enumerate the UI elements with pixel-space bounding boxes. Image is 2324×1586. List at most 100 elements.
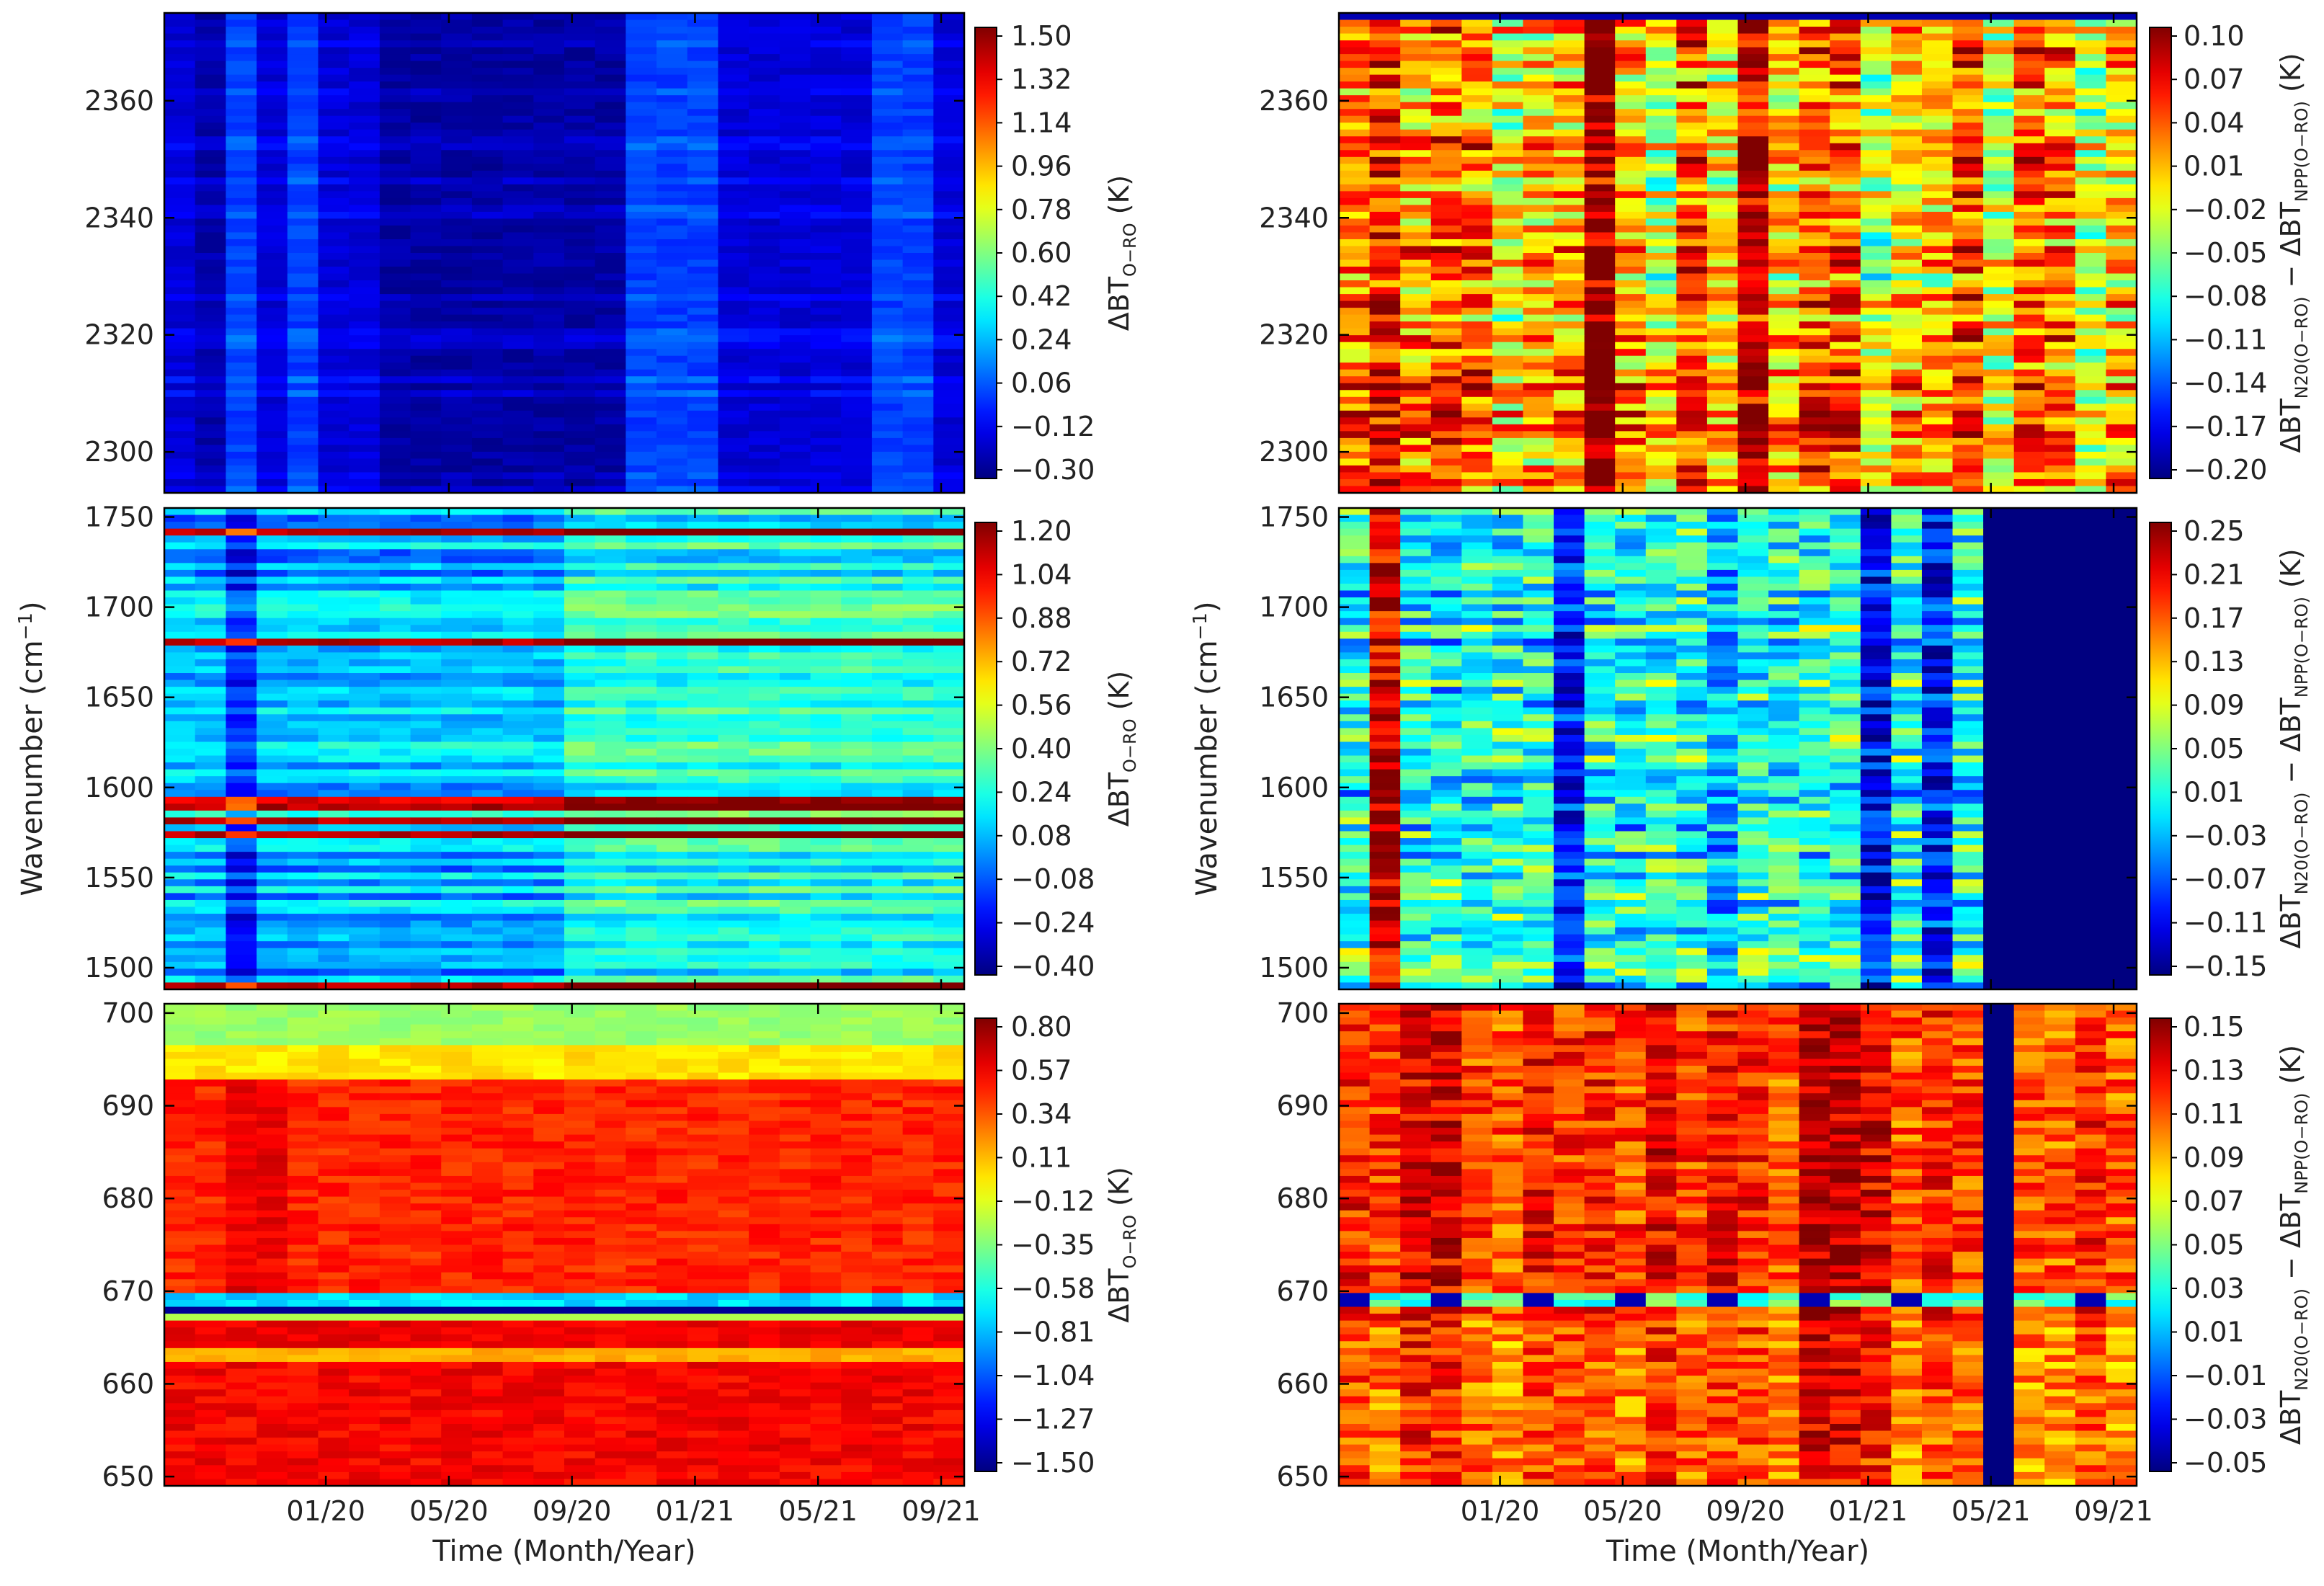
heatmap-cell (379, 1162, 411, 1170)
heatmap-cell (625, 1066, 657, 1074)
heatmap-cell (164, 824, 196, 832)
heatmap-cell (810, 383, 842, 391)
heatmap-cell (164, 362, 196, 370)
heatmap-cell (595, 404, 626, 411)
heatmap-cell (318, 1224, 350, 1231)
heatmap-cell (625, 445, 657, 453)
heatmap-cell (749, 19, 780, 27)
heatmap-cell (625, 362, 657, 370)
heatmap-cell (502, 472, 534, 480)
heatmap-cell (533, 1045, 565, 1053)
heatmap-cell (749, 1244, 780, 1252)
heatmap-cell (718, 273, 749, 281)
heatmap-cell (502, 831, 534, 839)
heatmap-cell (195, 472, 226, 480)
heatmap-cell (810, 205, 842, 213)
heatmap-cell (656, 968, 688, 976)
heatmap-cell (410, 528, 442, 536)
heatmap-cell (195, 886, 226, 894)
heatmap-cell (471, 1196, 504, 1204)
heatmap-cell (779, 659, 811, 667)
heatmap-cell (349, 680, 380, 687)
heatmap-cell (933, 273, 965, 281)
heatmap-cell (533, 458, 565, 466)
heatmap-cell (287, 465, 319, 473)
heatmap-cell (687, 81, 719, 89)
heatmap-cell (687, 666, 719, 674)
heatmap-cell (625, 563, 657, 571)
heatmap-cell (810, 465, 842, 473)
heatmap-cell (656, 961, 688, 969)
heatmap-cell (502, 33, 534, 41)
heatmap-cell (625, 1162, 657, 1170)
heatmap-cell (625, 1004, 657, 1012)
heatmap-cell (841, 824, 873, 832)
heatmap-cell (749, 914, 780, 922)
heatmap-cell (871, 872, 904, 880)
heatmap-cell (287, 920, 319, 928)
heatmap-cell (871, 955, 904, 963)
heatmap-cell (718, 314, 749, 322)
heatmap-cell (749, 1024, 780, 1032)
heatmap-cell (226, 458, 257, 466)
heatmap-cell (287, 33, 319, 41)
heatmap-cell (287, 700, 319, 708)
heatmap-cell (287, 1045, 319, 1053)
heatmap-cell (410, 1327, 442, 1335)
heatmap-cell (871, 211, 904, 220)
heatmap-cell (441, 961, 473, 969)
heatmap-cell (349, 1258, 380, 1266)
heatmap-cell (749, 858, 780, 866)
heatmap-cell (379, 1252, 411, 1260)
heatmap-cell (410, 769, 442, 777)
heatmap-cell (441, 879, 473, 887)
heatmap-cell (164, 424, 196, 432)
heatmap-cell (502, 604, 534, 612)
heatmap-cell (656, 1244, 688, 1252)
heatmap-cell (871, 1306, 904, 1314)
heatmap-cell (441, 1203, 473, 1211)
heatmap-cell (379, 390, 411, 398)
heatmap-cell (902, 597, 934, 605)
heatmap-cell (410, 1066, 442, 1074)
heatmap-cell (595, 576, 626, 584)
heatmap-cell (349, 1113, 380, 1122)
heatmap-cell (595, 886, 626, 894)
heatmap-cell (318, 1162, 350, 1170)
heatmap-cell (933, 858, 965, 866)
heatmap-cell (656, 776, 688, 784)
heatmap-cell (287, 948, 319, 955)
heatmap-cell (933, 728, 965, 736)
heatmap-cell (226, 218, 257, 226)
heatmap-cell (502, 1134, 534, 1142)
heatmap-cell (687, 211, 719, 220)
heatmap-cell (810, 1031, 842, 1039)
heatmap-cell (718, 102, 749, 110)
heatmap-cell (749, 164, 780, 171)
heatmap-cell (595, 1004, 626, 1012)
heatmap-cell (779, 451, 811, 460)
heatmap-cell (749, 451, 780, 460)
heatmap-cell (318, 369, 350, 377)
heatmap-cell (441, 253, 473, 261)
heatmap-cell (595, 693, 626, 701)
heatmap-cell (379, 687, 411, 695)
heatmap-cell (379, 267, 411, 275)
heatmap-cell (226, 33, 257, 41)
heatmap-cell (564, 1066, 596, 1074)
heatmap-cell (902, 514, 934, 522)
heatmap-cell (441, 803, 473, 811)
heatmap-cell (195, 1203, 226, 1211)
heatmap-cell (349, 156, 380, 164)
heatmap-cell (902, 342, 934, 349)
heatmap-cell (195, 982, 226, 990)
heatmap-cell (318, 1100, 350, 1108)
heatmap-cell (718, 115, 749, 123)
heatmap-cell (625, 1128, 657, 1136)
heatmap-cell (841, 659, 873, 667)
heatmap-cell (871, 824, 904, 832)
heatmap-cell (349, 362, 380, 370)
heatmap-cell (471, 1224, 504, 1231)
heatmap-cell (533, 390, 565, 398)
heatmap-cell (410, 666, 442, 674)
